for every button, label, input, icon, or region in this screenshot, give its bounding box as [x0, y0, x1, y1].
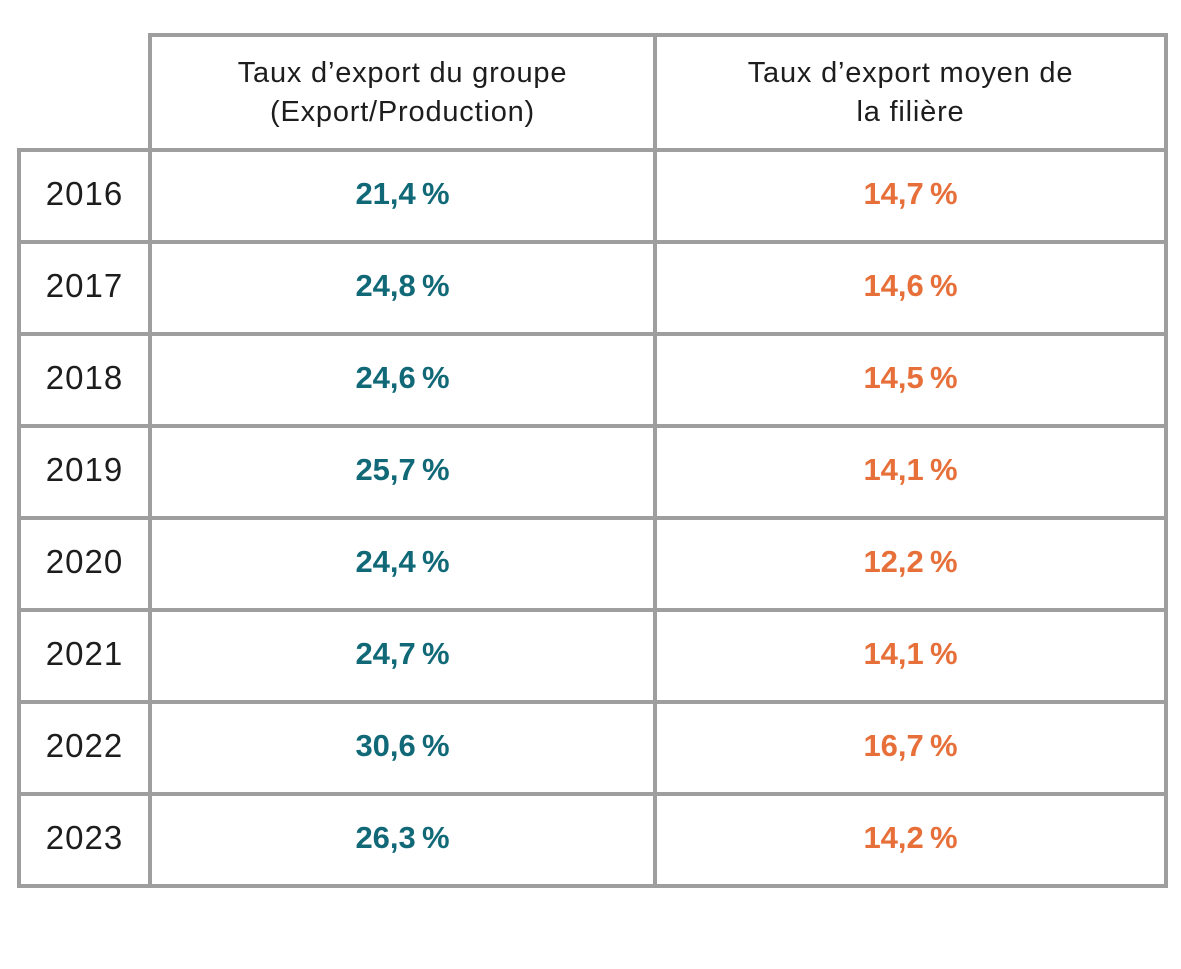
year-cell: 2017 — [17, 240, 152, 336]
group-rate-cell: 30,6 % — [148, 700, 657, 796]
table-row: 2018 24,6 % 14,5 % — [17, 332, 1168, 428]
year-cell: 2018 — [17, 332, 152, 428]
column-header-group-line1: Taux d’export du groupe — [237, 57, 568, 90]
column-header-group-line2: (Export/Production) — [269, 95, 536, 128]
group-rate-cell: 24,7 % — [148, 608, 657, 704]
export-rates-table-container: Taux d’export du groupe (Export/Producti… — [17, 33, 1168, 888]
year-cell: 2022 — [17, 700, 152, 796]
sector-rate-cell: 14,5 % — [653, 332, 1168, 428]
sector-rate-cell: 14,2 % — [653, 792, 1168, 888]
sector-rate-cell: 14,6 % — [653, 240, 1168, 336]
table-row: 2016 21,4 % 14,7 % — [17, 148, 1168, 244]
group-rate-cell: 24,4 % — [148, 516, 657, 612]
group-rate-cell: 24,8 % — [148, 240, 657, 336]
table-row: 2017 24,8 % 14,6 % — [17, 240, 1168, 336]
column-header-sector-line2: la filière — [856, 95, 965, 128]
group-rate-cell: 26,3 % — [148, 792, 657, 888]
export-rates-table: Taux d’export du groupe (Export/Producti… — [17, 33, 1168, 888]
year-cell: 2023 — [17, 792, 152, 888]
header-row: Taux d’export du groupe (Export/Producti… — [19, 33, 1168, 152]
column-header-group-rate: Taux d’export du groupe (Export/Producti… — [148, 33, 657, 152]
sector-rate-cell: 14,1 % — [653, 608, 1168, 704]
sector-rate-cell: 14,1 % — [653, 424, 1168, 520]
group-rate-cell: 25,7 % — [148, 424, 657, 520]
corner-empty-cell — [19, 35, 150, 150]
year-cell: 2016 — [17, 148, 152, 244]
table-row: 2019 25,7 % 14,1 % — [17, 424, 1168, 520]
group-rate-cell: 24,6 % — [148, 332, 657, 428]
table-row: 2023 26,3 % 14,2 % — [17, 792, 1168, 888]
column-header-sector-rate: Taux d’export moyen de la filière — [653, 33, 1168, 152]
sector-rate-cell: 14,7 % — [653, 148, 1168, 244]
table-row: 2022 30,6 % 16,7 % — [17, 700, 1168, 796]
table-row: 2020 24,4 % 12,2 % — [17, 516, 1168, 612]
sector-rate-cell: 16,7 % — [653, 700, 1168, 796]
year-cell: 2019 — [17, 424, 152, 520]
table-row: 2021 24,7 % 14,1 % — [17, 608, 1168, 704]
sector-rate-cell: 12,2 % — [653, 516, 1168, 612]
year-cell: 2020 — [17, 516, 152, 612]
group-rate-cell: 21,4 % — [148, 148, 657, 244]
column-header-sector-line1: Taux d’export moyen de — [747, 57, 1074, 90]
year-cell: 2021 — [17, 608, 152, 704]
